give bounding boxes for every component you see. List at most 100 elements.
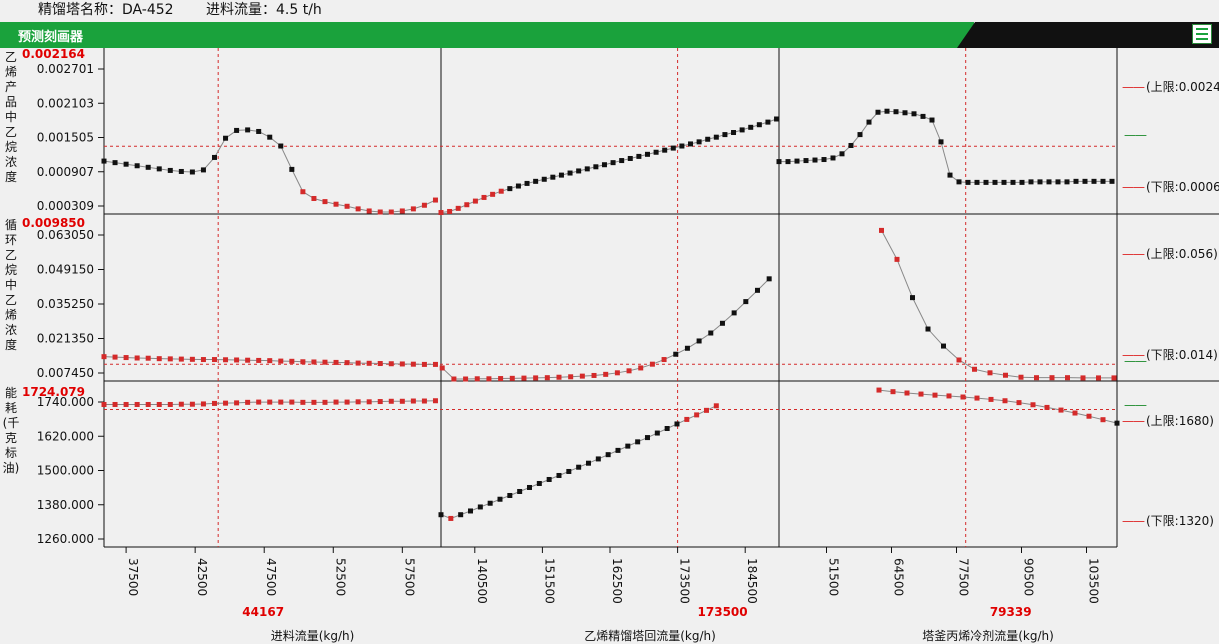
- data-point: [696, 139, 702, 145]
- data-point: [388, 209, 394, 215]
- data-point: [167, 167, 173, 173]
- x-tick-label: 184500: [745, 558, 759, 604]
- data-point: [234, 127, 240, 133]
- x-tick-label: 90500: [1022, 558, 1036, 596]
- data-point: [674, 421, 680, 427]
- data-point: [377, 361, 383, 367]
- data-point: [156, 166, 162, 172]
- data-point: [487, 500, 493, 506]
- data-point: [876, 387, 882, 393]
- data-point: [803, 158, 809, 164]
- data-point: [754, 287, 760, 293]
- data-point: [627, 155, 633, 161]
- data-point: [278, 399, 284, 405]
- data-point: [625, 443, 631, 449]
- data-point: [399, 398, 405, 404]
- x-tick-label: 103500: [1087, 558, 1101, 604]
- data-point: [739, 127, 745, 133]
- x-tick-label: 51500: [827, 558, 841, 596]
- title-bar-green: [0, 22, 974, 48]
- y-tick-label: 0.002103: [37, 96, 94, 110]
- data-point: [661, 357, 667, 363]
- menu-icon[interactable]: [1192, 24, 1212, 44]
- data-point: [556, 374, 562, 380]
- row2-current-value: 0.009850: [22, 216, 86, 230]
- series-line: [779, 110, 1112, 183]
- data-point: [156, 356, 162, 362]
- data-point: [134, 355, 140, 361]
- data-point: [664, 426, 670, 432]
- data-point: [1018, 374, 1024, 380]
- data-point: [515, 183, 521, 189]
- row3-lower-limit: —— (下限:1320): [1122, 514, 1214, 528]
- data-point: [974, 395, 980, 401]
- data-point: [267, 358, 273, 364]
- data-point: [245, 127, 251, 133]
- data-point: [399, 208, 405, 214]
- data-point: [112, 160, 118, 166]
- data-point: [1096, 375, 1101, 381]
- data-point: [366, 399, 372, 405]
- data-point: [1111, 375, 1117, 381]
- data-point: [947, 172, 953, 178]
- y-tick-label: 0.002701: [37, 62, 94, 76]
- data-point: [1086, 413, 1092, 419]
- data-point: [884, 108, 890, 114]
- data-point: [603, 371, 609, 377]
- data-point: [911, 111, 917, 117]
- data-point: [890, 389, 896, 395]
- data-point: [472, 198, 478, 204]
- data-point: [638, 365, 644, 371]
- data-point: [455, 205, 461, 211]
- data-point: [1080, 375, 1086, 381]
- data-point: [830, 155, 836, 161]
- series-line: [881, 230, 1114, 379]
- data-point: [544, 375, 550, 381]
- y-tick-label: 1740.000: [37, 395, 94, 409]
- data-point: [1001, 179, 1007, 185]
- row1-lower-limit: —— (下限:0.0006: [1122, 180, 1219, 194]
- data-point: [1003, 372, 1008, 378]
- data-point: [1073, 178, 1079, 184]
- data-point: [774, 116, 780, 122]
- row2-lower-limit: —— (下限:0.014): [1122, 348, 1218, 362]
- y-tick-label: 0.035250: [37, 297, 94, 311]
- data-point: [517, 488, 523, 494]
- row3-target-mark: ——: [1124, 398, 1147, 412]
- row3-upper-limit: —— (上限:1680): [1122, 414, 1214, 428]
- data-point: [211, 154, 217, 160]
- data-point: [536, 480, 542, 486]
- data-point: [1072, 410, 1078, 416]
- data-point: [256, 399, 262, 405]
- y-tick-label: 1380.000: [37, 498, 94, 512]
- data-point: [101, 401, 107, 407]
- data-point: [879, 227, 884, 233]
- data-point: [458, 512, 464, 518]
- data-point: [653, 149, 659, 155]
- data-point: [112, 354, 118, 360]
- x-current-value: 79339: [990, 605, 1032, 619]
- data-point: [875, 109, 881, 115]
- data-point: [983, 179, 989, 185]
- data-point: [956, 357, 962, 363]
- data-point: [134, 163, 140, 169]
- data-point: [812, 157, 818, 163]
- data-point: [526, 484, 532, 490]
- data-point: [972, 366, 977, 372]
- data-point: [344, 203, 350, 209]
- data-point: [300, 399, 306, 405]
- data-point: [785, 159, 791, 165]
- data-point: [649, 361, 655, 367]
- data-point: [223, 135, 229, 141]
- data-point: [684, 345, 690, 351]
- data-point: [388, 361, 394, 367]
- data-point: [673, 351, 679, 357]
- data-point: [776, 159, 782, 165]
- data-point: [988, 396, 994, 402]
- data-point: [619, 158, 625, 164]
- data-point: [289, 399, 295, 405]
- data-point: [189, 169, 195, 175]
- data-point: [593, 164, 599, 170]
- tower-name: 精馏塔名称：DA-452: [38, 2, 174, 18]
- data-point: [399, 361, 405, 367]
